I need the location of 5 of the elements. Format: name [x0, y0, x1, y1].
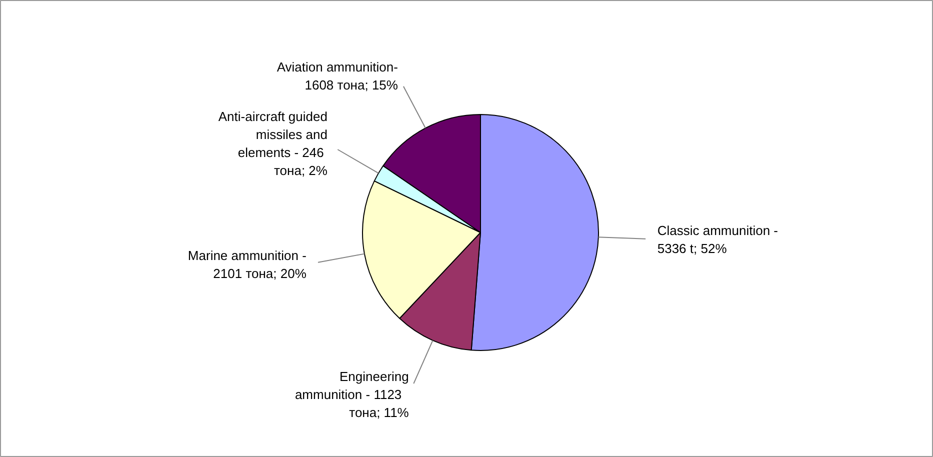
slice-label: Engineering ammunition - 1123 тона; 11%: [294, 368, 410, 420]
slice-label: Aviation ammunition- 1608 тона; 15%: [276, 59, 398, 92]
slice-label: Anti-aircraft guided missiles and elements - 246 тона; 2%: [218, 109, 328, 178]
slice-label: Classic ammunition - 5336 t; 52%: [657, 222, 778, 256]
slice-label: Marine ammunition - 2101 тона; 20%: [188, 248, 307, 281]
